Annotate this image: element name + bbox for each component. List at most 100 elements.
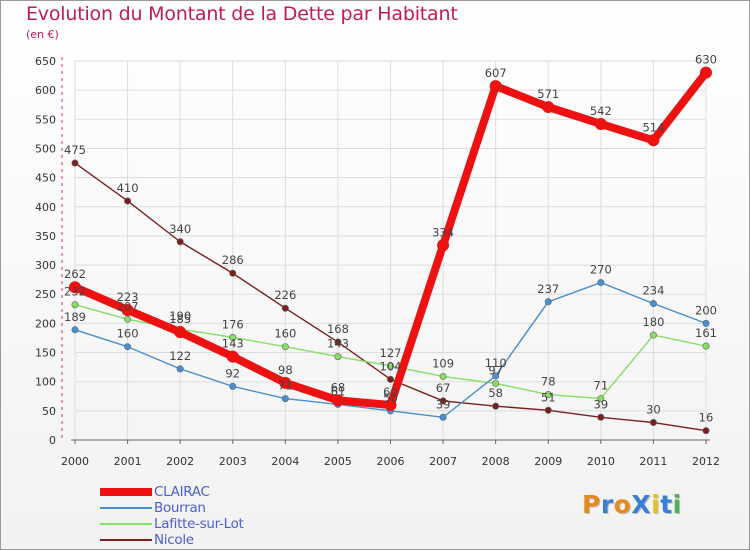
legend-label: Nicole	[154, 532, 194, 548]
x-tick-label: 2009	[534, 455, 562, 468]
data-point	[597, 413, 605, 421]
data-label: 160	[274, 327, 296, 341]
data-point	[124, 343, 132, 351]
data-point	[229, 382, 237, 390]
x-tick-label: 2005	[324, 455, 352, 468]
brand-letter: t	[660, 490, 673, 519]
data-label: 60	[383, 385, 398, 399]
data-point	[544, 406, 552, 414]
data-point	[121, 303, 134, 316]
y-tick-label: 150	[35, 347, 56, 360]
data-point	[124, 315, 132, 323]
data-point	[492, 402, 500, 410]
data-point	[544, 391, 552, 399]
x-tick-label: 2012	[692, 455, 720, 468]
data-label: 226	[274, 288, 296, 302]
data-label: 475	[64, 143, 86, 157]
data-label: 161	[695, 326, 717, 340]
data-label: 630	[695, 53, 717, 67]
data-point	[597, 395, 605, 403]
data-label: 410	[117, 181, 139, 195]
data-label: 67	[436, 381, 451, 395]
data-point	[702, 342, 710, 350]
data-point	[281, 304, 289, 312]
y-tick-label: 350	[35, 230, 56, 243]
y-tick-label: 400	[35, 201, 56, 214]
legend-item: Lafitte-sur-Lot	[100, 516, 244, 532]
legend-label: Lafitte-sur-Lot	[154, 516, 244, 532]
legend-swatch	[100, 539, 152, 541]
data-label: 39	[436, 397, 451, 411]
x-tick-label: 2007	[429, 455, 457, 468]
data-label: 232	[64, 285, 86, 299]
data-label: 200	[695, 303, 717, 317]
legend-label: CLAIRAC	[154, 484, 210, 500]
y-tick-label: 600	[35, 84, 56, 97]
data-label: 50	[383, 391, 398, 405]
brand-letter: r	[600, 490, 614, 519]
data-label: 262	[64, 267, 86, 281]
page-title: Evolution du Montant de la Dette par Hab…	[26, 3, 458, 25]
y-tick-label: 200	[35, 317, 56, 330]
x-tick-label: 2000	[61, 455, 89, 468]
data-label: 607	[485, 66, 507, 80]
data-point	[700, 66, 712, 79]
legend: CLAIRAC Bourran Lafitte-sur-Lot Nicole	[100, 484, 244, 548]
data-label: 168	[327, 322, 349, 336]
y-tick-label: 250	[35, 288, 56, 301]
data-label: 122	[169, 349, 191, 363]
series-clairac	[69, 66, 712, 412]
legend-label: Bourran	[154, 500, 206, 516]
x-tick-label: 2010	[587, 455, 615, 468]
brand-letter: i	[672, 490, 682, 519]
unit-subtitle: (en €)	[26, 28, 59, 41]
series-nicole	[71, 159, 710, 435]
data-label: 340	[169, 222, 191, 236]
data-label: 98	[278, 363, 293, 377]
data-point	[229, 269, 237, 277]
data-label: 30	[646, 403, 661, 417]
data-label: 237	[537, 282, 559, 296]
data-label: 61	[331, 384, 346, 398]
data-point	[647, 134, 660, 147]
x-tick-label: 2011	[639, 455, 667, 468]
data-point	[489, 80, 502, 93]
x-tick-label: 2002	[166, 455, 194, 468]
y-tick-label: 50	[42, 405, 56, 418]
data-point	[281, 343, 289, 351]
data-label: 270	[590, 263, 612, 277]
data-point	[176, 365, 184, 373]
data-label: 207	[117, 299, 139, 313]
data-label: 58	[488, 386, 503, 400]
data-point	[71, 326, 79, 334]
data-point	[69, 281, 81, 294]
data-point	[594, 117, 607, 130]
y-tick-label: 550	[35, 113, 56, 126]
data-point	[492, 379, 500, 387]
data-label: 542	[590, 104, 612, 118]
legend-item: Nicole	[100, 532, 244, 548]
data-point	[384, 399, 397, 412]
data-label: 160	[117, 327, 139, 341]
data-point	[439, 372, 447, 380]
data-point	[229, 333, 237, 341]
data-point	[124, 197, 132, 205]
data-point	[649, 300, 657, 308]
data-point	[281, 395, 289, 403]
data-label: 234	[642, 284, 664, 298]
y-tick-label: 650	[35, 55, 56, 68]
data-label: 514	[642, 120, 664, 134]
y-tick-label: 0	[49, 434, 56, 447]
data-point	[439, 397, 447, 405]
brand-letter: o	[613, 490, 632, 519]
data-label: 16	[699, 411, 714, 425]
data-point	[174, 326, 187, 339]
data-point	[437, 239, 450, 252]
x-tick-label: 2004	[271, 455, 299, 468]
y-tick-label: 500	[35, 142, 56, 155]
data-point	[334, 338, 342, 346]
y-tick-label: 100	[35, 376, 56, 389]
data-label: 78	[541, 375, 556, 389]
y-tick-label: 450	[35, 172, 56, 185]
